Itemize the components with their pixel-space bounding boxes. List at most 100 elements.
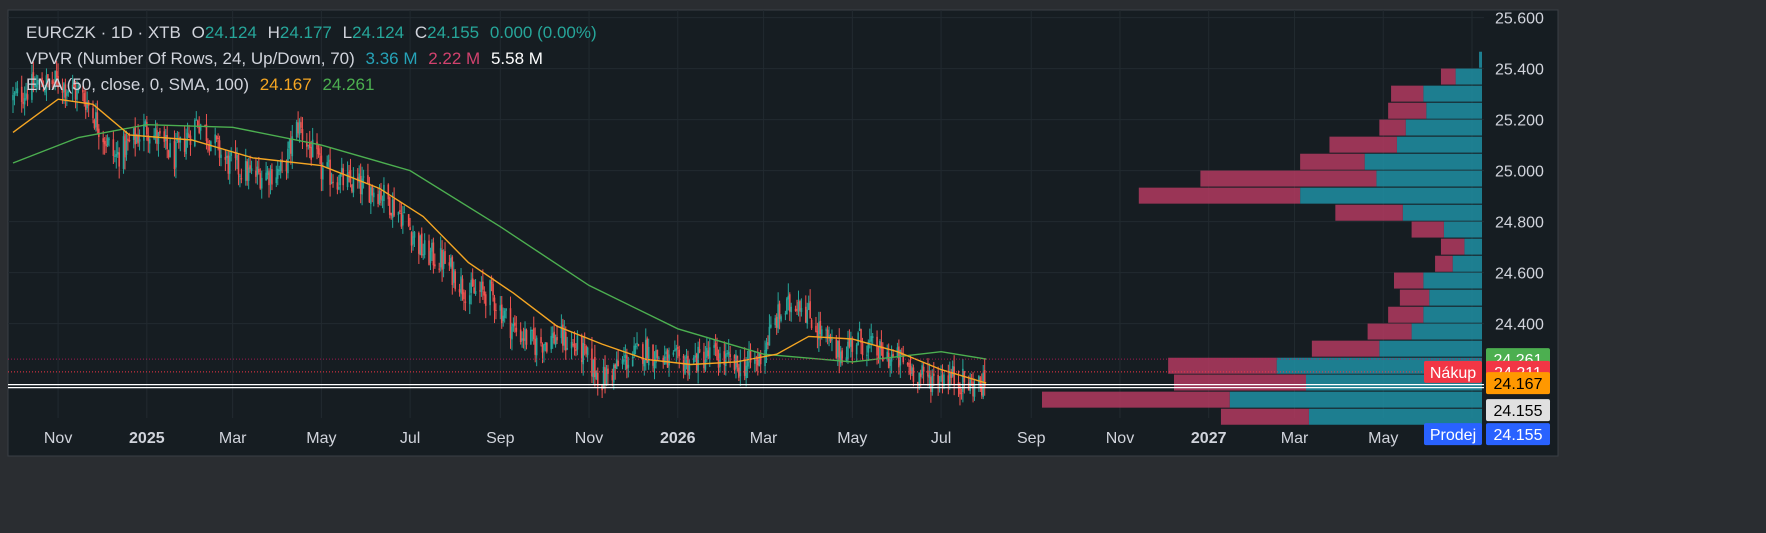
candle (13, 91, 16, 106)
candle (412, 225, 414, 251)
candle-body (829, 337, 832, 342)
candle (316, 133, 318, 160)
volume-profile-row (1200, 170, 1482, 187)
candle (594, 344, 596, 387)
candle (570, 331, 573, 360)
candle (973, 378, 976, 401)
candle (474, 279, 477, 296)
close-value: 24.155 (427, 23, 480, 42)
candle-body (67, 90, 70, 93)
candle-body (388, 197, 391, 215)
volume-down-bar (1042, 391, 1230, 408)
candle-body (434, 264, 436, 267)
volume-down-bar (1435, 255, 1453, 272)
volume-profile-row (1394, 272, 1482, 289)
candle-body (66, 92, 68, 96)
candle-body (214, 134, 216, 144)
candle-body (828, 335, 830, 338)
candle-body (612, 365, 615, 383)
candle-body (54, 70, 56, 83)
candle-body (642, 344, 644, 364)
candle-body (511, 326, 513, 340)
candle-body (631, 357, 634, 367)
candle (244, 148, 247, 186)
candle (591, 337, 593, 384)
candle (784, 310, 787, 321)
candle-body (342, 168, 345, 186)
volume-up-bar (1308, 408, 1482, 425)
candle (940, 365, 942, 383)
candle-body (57, 76, 59, 88)
candle-body (239, 175, 241, 177)
candle (348, 165, 350, 183)
candle (390, 212, 393, 220)
x-tick-label: Mar (750, 430, 778, 447)
candle-body (505, 308, 507, 311)
candle-body (662, 357, 665, 363)
candle (102, 130, 104, 155)
candle-body (777, 304, 779, 329)
candle-body (611, 375, 614, 381)
candle (503, 308, 506, 323)
candle (234, 140, 237, 171)
candle-body (402, 214, 404, 226)
candle (31, 64, 33, 103)
candle-body (291, 136, 294, 157)
candle-body (13, 93, 16, 95)
candle (260, 170, 263, 199)
candle-body (255, 170, 257, 177)
candle (208, 139, 211, 156)
candle (215, 135, 218, 143)
candle-body (927, 370, 929, 377)
y-tick-label: 25.000 (1495, 164, 1544, 181)
candle (684, 354, 686, 376)
candle (866, 345, 868, 367)
candle (105, 134, 107, 153)
x-tick-label: Nov (44, 430, 72, 447)
candle (45, 68, 48, 102)
sell-tag[interactable]: Prodej (1424, 423, 1482, 446)
candle (310, 140, 313, 166)
candle-body (786, 298, 788, 315)
candle-body (947, 375, 950, 386)
candle-body (778, 303, 781, 319)
candle-body (102, 138, 104, 143)
candle (602, 358, 605, 389)
candle (845, 346, 848, 363)
trade-tag-box (1424, 423, 1482, 446)
candle (454, 269, 457, 292)
candle-body (768, 326, 771, 346)
candle-body (554, 337, 557, 345)
candle-body (502, 315, 505, 322)
symbol-label[interactable]: EURCZK · 1D · XTB (26, 23, 181, 42)
volume-down-bar (1388, 102, 1427, 119)
candle-body (397, 211, 400, 216)
candle (41, 72, 43, 88)
candle-body (694, 355, 697, 358)
candle-body (420, 233, 423, 256)
ema-legend-row[interactable]: EMA (50, close, 0, SMA, 100) 24.167 24.2… (26, 72, 597, 98)
candle-body (247, 167, 250, 181)
candle-body (767, 342, 769, 345)
candle-body (422, 254, 425, 256)
candle (410, 231, 413, 253)
volume-up-bar (1300, 187, 1482, 204)
candle-body (20, 86, 23, 102)
x-tick-label: Jul (400, 430, 420, 447)
volume-up-bar (1411, 323, 1482, 340)
volume-profile (1042, 51, 1482, 442)
buy-tag[interactable]: Nákup (1424, 360, 1482, 383)
candle (765, 337, 768, 363)
vpvr-legend-row[interactable]: VPVR (Number Of Rows, 24, Up/Down, 70) 3… (26, 46, 597, 72)
candle (407, 213, 410, 228)
y-tick-label: 24.800 (1495, 215, 1544, 232)
candle-body (868, 340, 871, 342)
candle (655, 344, 657, 369)
candle (230, 147, 232, 162)
candle (835, 335, 838, 359)
candle (825, 327, 827, 343)
candle (770, 316, 772, 329)
candle-body (148, 139, 151, 144)
